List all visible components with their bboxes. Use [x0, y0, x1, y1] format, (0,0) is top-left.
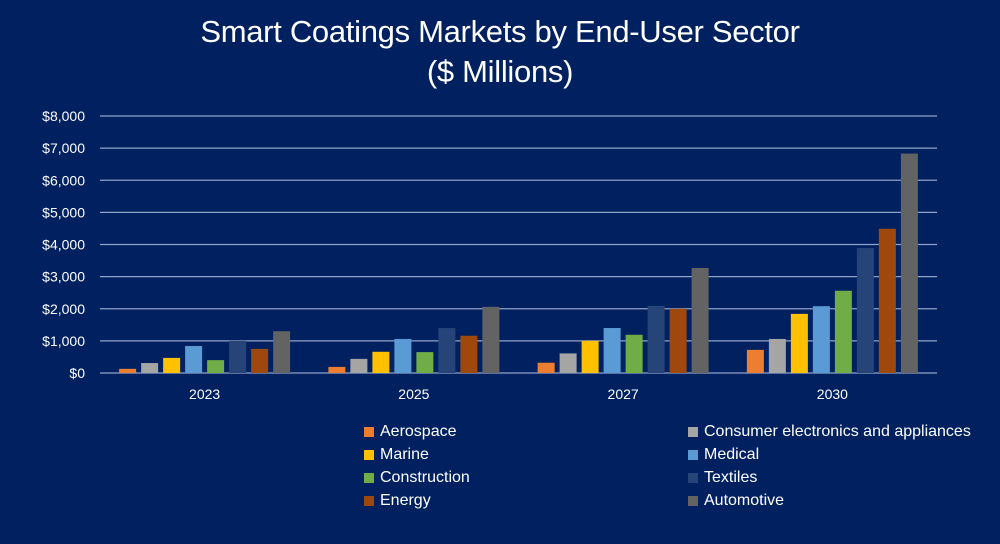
y-tick-label: $6,000: [42, 172, 85, 188]
bar-energy-2025: [460, 335, 478, 373]
bar-construction-2030: [834, 290, 852, 373]
legend-item-medical: Medical: [688, 443, 1000, 466]
x-tick-label: 2025: [398, 386, 429, 402]
bar-automotive-2027: [691, 267, 709, 373]
bar-textiles-2027: [647, 305, 665, 373]
bar-marine-2030: [790, 313, 808, 373]
bar-medical-2030: [812, 306, 830, 373]
bar-marine-2025: [372, 351, 390, 373]
legend-label: Marine: [380, 445, 429, 463]
bar-aerospace-2025: [328, 366, 346, 373]
bar-textiles-2025: [438, 328, 456, 373]
y-tick-label: $1,000: [42, 333, 85, 349]
y-tick-label: $2,000: [42, 301, 85, 317]
gridlines: [100, 115, 937, 374]
bar-construction-2027: [625, 334, 643, 373]
y-axis-ticks: $0 $1,000 $2,000 $3,000 $4,000 $5,000 $6,000 $7…: [42, 108, 85, 381]
legend-item-consumer-electronics-and-appliances: Consumer electronics and appliances: [688, 420, 1000, 443]
bar-aerospace-2027: [537, 362, 555, 373]
bars: [119, 153, 918, 373]
bar-marine-2023: [163, 357, 181, 373]
bar-marine-2027: [581, 340, 599, 373]
x-tick-label: 2027: [608, 386, 639, 402]
y-tick-label: $5,000: [42, 204, 85, 220]
legend-swatch: [364, 495, 374, 506]
bar-medical-2027: [603, 328, 621, 373]
legend-swatch: [364, 426, 374, 437]
legend-swatch: [364, 449, 374, 460]
legend-label: Automotive: [704, 491, 785, 509]
y-tick-label: $3,000: [42, 269, 85, 285]
legend-label: Aerospace: [380, 422, 457, 440]
legend-item-marine: Marine: [364, 443, 688, 466]
chart-title: Smart Coatings Markets by End-User Secto…: [0, 12, 1000, 92]
bar-aerospace-2023: [119, 368, 137, 373]
legend-label: Consumer electronics and appliances: [704, 422, 971, 440]
x-tick-label: 2023: [189, 386, 220, 402]
bar-medical-2025: [394, 338, 412, 373]
legend-item-construction: Construction: [364, 466, 688, 489]
bar-energy-2030: [878, 228, 896, 373]
y-tick-label: $7,000: [42, 140, 85, 156]
legend-swatch: [688, 449, 698, 460]
y-tick-label: $0: [69, 365, 85, 381]
bar-consumer-electronics-and-appliances-2030: [768, 338, 786, 373]
legend-label: Energy: [380, 491, 431, 509]
y-tick-label: $4,000: [42, 237, 85, 253]
legend-item-energy: Energy: [364, 489, 688, 512]
legend-swatch: [688, 426, 698, 437]
legend-swatch: [688, 472, 698, 483]
x-tick-label: 2030: [817, 386, 848, 402]
y-tick-label: $8,000: [42, 108, 85, 124]
bar-energy-2027: [669, 308, 687, 373]
chart-title-main: Smart Coatings Markets by End-User Secto…: [200, 14, 800, 49]
legend-item-automotive: Automotive: [688, 489, 1000, 512]
bar-aerospace-2030: [746, 349, 764, 373]
x-axis-ticks: 2023 2025 2027 2030: [189, 386, 848, 402]
bar-textiles-2030: [856, 248, 874, 373]
bar-consumer-electronics-and-appliances-2025: [350, 358, 368, 373]
chart-subtitle: ($ Millions): [426, 54, 574, 89]
legend-label: Medical: [704, 445, 760, 463]
bar-automotive-2030: [900, 153, 918, 373]
legend-swatch: [364, 472, 374, 483]
legend-label: Construction: [380, 468, 470, 486]
bar-energy-2023: [251, 348, 269, 373]
bar-construction-2023: [207, 360, 225, 373]
bar-automotive-2025: [482, 306, 500, 373]
bar-medical-2023: [185, 346, 203, 373]
legend-label: Textiles: [704, 468, 758, 486]
bar-consumer-electronics-and-appliances-2027: [559, 353, 577, 373]
bar-construction-2025: [416, 352, 434, 373]
legend-item-aerospace: Aerospace: [364, 420, 688, 443]
bar-consumer-electronics-and-appliances-2023: [141, 363, 159, 373]
legend-item-textiles: Textiles: [688, 466, 1000, 489]
bar-textiles-2023: [229, 340, 247, 373]
bar-automotive-2023: [273, 331, 291, 373]
legend: Aerospace Consumer electronics and applia…: [364, 420, 1000, 512]
legend-swatch: [688, 495, 698, 506]
